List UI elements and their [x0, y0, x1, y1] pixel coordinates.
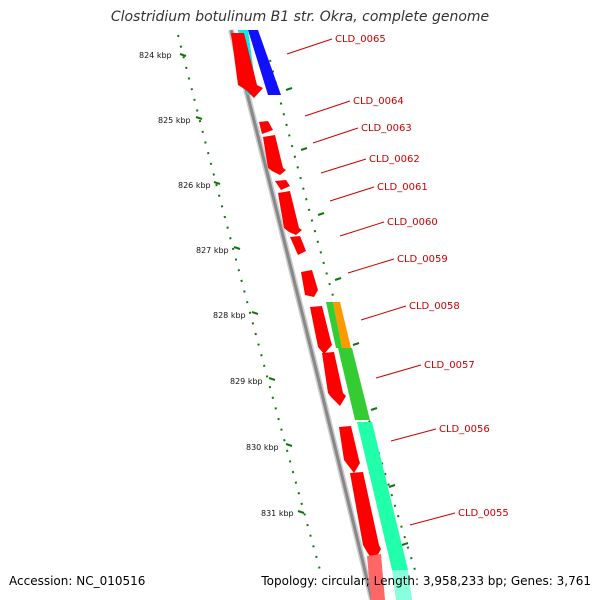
gene-label-cld-0055[interactable]: CLD_0055	[458, 508, 509, 519]
kbp-ticks	[179, 53, 305, 514]
map-title: Clostridium botulinum B1 str. Okra, comp…	[110, 9, 490, 25]
gene-labels[interactable]: CLD_0065 CLD_0064 CLD_0063 CLD_0062 CLD_…	[335, 34, 509, 519]
gene-label-cld-0056[interactable]: CLD_0056	[439, 424, 490, 435]
cds-arrow[interactable]	[259, 121, 273, 134]
gene-label-cld-0057[interactable]: CLD_0057	[424, 360, 475, 371]
gene-label-cld-0061[interactable]: CLD_0061	[377, 182, 428, 193]
kbp-label: 829 kbp	[230, 377, 263, 386]
green-feature-small[interactable]	[326, 302, 342, 348]
gene-label-cld-0063[interactable]: CLD_0063	[361, 123, 412, 134]
genome-summary-text: Topology: circular; Length: 3,958,233 bp…	[261, 574, 591, 588]
cds-arrow[interactable]	[350, 472, 381, 562]
cds-arrows[interactable]	[231, 33, 385, 600]
green-feature[interactable]	[338, 348, 370, 420]
gene-label-cld-0064[interactable]: CLD_0064	[353, 96, 404, 107]
cds-arrow[interactable]	[339, 426, 360, 473]
cds-arrow[interactable]	[278, 191, 302, 235]
kbp-label: 827 kbp	[196, 246, 229, 255]
tick-ring-outer	[177, 34, 321, 571]
cds-arrow[interactable]	[301, 270, 318, 297]
cds-arrow[interactable]	[263, 135, 286, 175]
gene-label-cld-0060[interactable]: CLD_0060	[387, 217, 438, 228]
cds-arrow[interactable]	[231, 33, 263, 98]
gene-label-cld-0058[interactable]: CLD_0058	[409, 301, 460, 312]
tick-ring-inner	[269, 59, 416, 571]
gene-label-cld-0065[interactable]: CLD_0065	[335, 34, 386, 45]
teal-feature[interactable]	[357, 422, 408, 570]
kbp-ticks-right	[285, 87, 409, 546]
label-leaders	[286, 38, 456, 526]
accession-text: Accession: NC_010516	[9, 574, 146, 588]
kbp-label: 830 kbp	[246, 443, 279, 452]
kbp-label: 825 kbp	[158, 116, 191, 125]
cds-arrow[interactable]	[322, 352, 346, 406]
cds-arrow[interactable]	[275, 180, 290, 190]
feature-tracks[interactable]	[238, 30, 412, 600]
teal-feature-fade[interactable]	[392, 570, 412, 600]
gene-label-cld-0059[interactable]: CLD_0059	[397, 254, 448, 265]
cds-arrow-fade[interactable]	[367, 554, 385, 600]
cds-arrow[interactable]	[290, 236, 306, 255]
kbp-labels: 824 kbp 825 kbp 826 kbp 827 kbp 828 kbp …	[139, 51, 294, 518]
gene-label-cld-0062[interactable]: CLD_0062	[369, 154, 420, 165]
blue-feature[interactable]	[248, 30, 281, 95]
backbone	[229, 29, 374, 600]
orange-feature[interactable]	[333, 302, 351, 348]
cds-arrow[interactable]	[310, 306, 332, 354]
kbp-label: 824 kbp	[139, 51, 172, 60]
kbp-label: 831 kbp	[261, 509, 294, 518]
kbp-label: 828 kbp	[213, 311, 246, 320]
kbp-label: 826 kbp	[178, 181, 211, 190]
